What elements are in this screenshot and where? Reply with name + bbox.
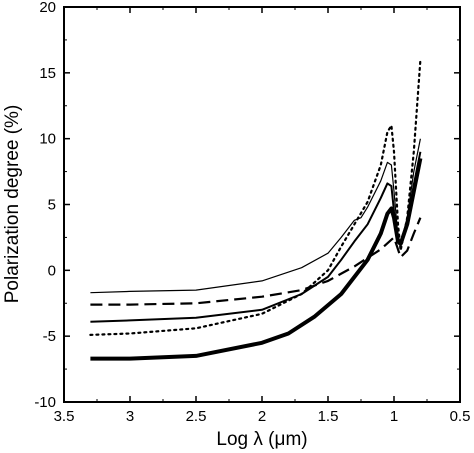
axis-tick-labels: 3.5 3 2.5 2 1.5 1 0.5 -10 -5 0 5 10 15 20 [34, 0, 470, 425]
axis-ticks [63, 6, 461, 403]
x-tick-label: 3.5 [54, 408, 75, 425]
x-axis-title: Log λ (μm) [216, 429, 307, 450]
x-tick-label: 1 [390, 408, 398, 425]
x-tick-label: 2 [258, 408, 266, 425]
series-layer [89, 58, 423, 361]
y-tick-label: -10 [34, 394, 56, 411]
series-line-thick-solid [90, 158, 423, 361]
x-tick-label: 2.5 [186, 408, 207, 425]
y-tick-label: 10 [39, 131, 56, 148]
y-tick-label: 20 [39, 0, 56, 16]
y-tick-label: 0 [48, 262, 56, 279]
y-tick-label: 5 [48, 197, 56, 214]
x-tick-label: 3 [126, 408, 134, 425]
series-line-medium-solid [90, 151, 422, 323]
x-tick-label: 1.5 [318, 408, 339, 425]
y-tick-label: 15 [39, 65, 56, 82]
y-tick-label: -5 [43, 328, 56, 345]
x-tick-label: 0.5 [450, 408, 471, 425]
series-line-dotted [89, 58, 422, 336]
y-axis-title: Polarization degree (%) [2, 105, 23, 304]
series-line-dashed [90, 217, 422, 306]
